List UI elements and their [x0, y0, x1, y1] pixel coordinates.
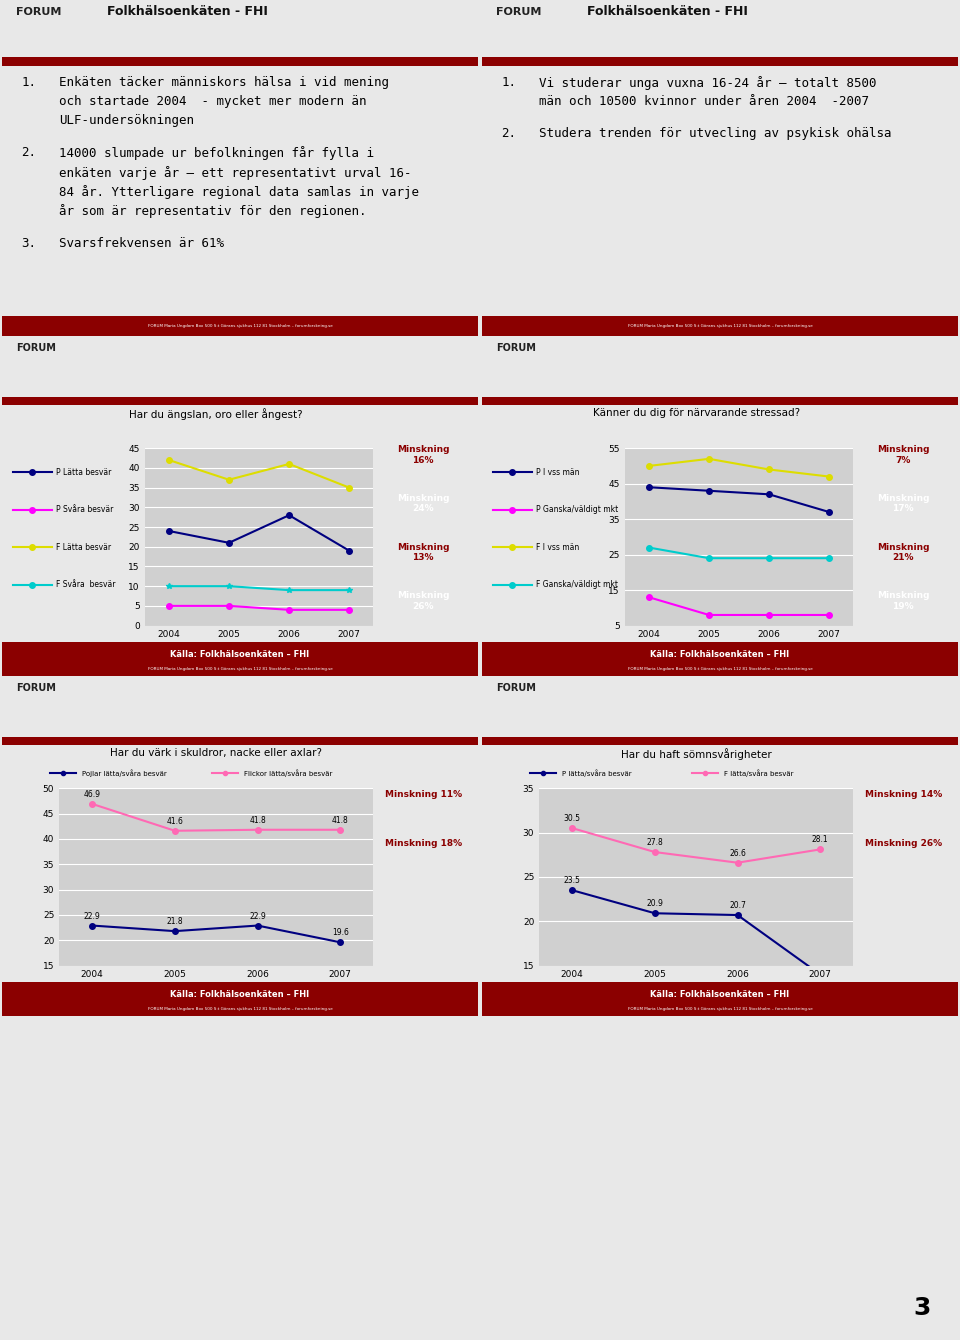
Text: P Lätta besvär: P Lätta besvär	[56, 468, 111, 477]
Text: FORUM Maria Ungdom Box 500 S:t Görans sjukhus 112 81 Stockholm – forumforskning.: FORUM Maria Ungdom Box 500 S:t Görans sj…	[148, 324, 332, 328]
Bar	[482, 982, 958, 1016]
Text: 2.: 2.	[501, 127, 516, 141]
Text: Folkhälsoenkäten - FHI: Folkhälsoenkäten - FHI	[587, 5, 748, 17]
Bar	[482, 397, 958, 405]
Text: 20.7: 20.7	[729, 900, 746, 910]
Text: 27.8: 27.8	[646, 838, 663, 847]
Text: FORUM Maria Ungdom Box 500 S:t Görans sjukhus 112 81 Stockholm – forumforskning.: FORUM Maria Ungdom Box 500 S:t Görans sj…	[628, 324, 812, 328]
Text: 1.: 1.	[21, 75, 36, 88]
Text: F lätta/svåra besvär: F lätta/svåra besvär	[724, 769, 794, 777]
Text: enkäten varje år – ett representativt urval 16-: enkäten varje år – ett representativt ur…	[60, 166, 412, 180]
Bar	[482, 642, 958, 675]
Text: 26.6: 26.6	[729, 848, 746, 858]
Text: FORUM Maria Ungdom Box 500 S:t Görans sjukhus 112 81 Stockholm – forumforskning.: FORUM Maria Ungdom Box 500 S:t Görans sj…	[628, 1008, 812, 1012]
Text: 22.9: 22.9	[84, 911, 101, 921]
Text: 22.9: 22.9	[250, 911, 266, 921]
Text: Studera trenden för utvecling av psykisk ohälsa: Studera trenden för utvecling av psykisk…	[540, 127, 892, 141]
Text: Har du värk i skuldror, nacke eller axlar?: Har du värk i skuldror, nacke eller axla…	[110, 748, 323, 758]
Text: Minskning
21%: Minskning 21%	[877, 543, 929, 561]
Text: 19.6: 19.6	[332, 929, 348, 938]
Text: 84 år. Ytterligare regional data samlas in varje: 84 år. Ytterligare regional data samlas …	[60, 185, 420, 198]
Bar	[2, 58, 478, 66]
Bar	[2, 316, 478, 336]
Text: FORUM Maria Ungdom Box 500 S:t Görans sjukhus 112 81 Stockholm – forumforskning.: FORUM Maria Ungdom Box 500 S:t Görans sj…	[628, 667, 812, 671]
Text: P lätta/svåra besvär: P lätta/svåra besvär	[563, 769, 632, 777]
Text: Har du haft sömnsvårigheter: Har du haft sömnsvårigheter	[621, 748, 772, 760]
Text: 1.: 1.	[501, 75, 516, 88]
Bar	[482, 316, 958, 336]
Text: 28.1: 28.1	[812, 835, 828, 844]
Text: Vi studerar unga vuxna 16-24 år – totalt 8500: Vi studerar unga vuxna 16-24 år – totalt…	[540, 75, 876, 90]
Text: 3.: 3.	[21, 237, 36, 249]
Text: F Lätta besvär: F Lätta besvär	[56, 543, 110, 552]
Text: FORUM: FORUM	[16, 343, 56, 354]
Text: Har du ängslan, oro eller ångest?: Har du ängslan, oro eller ångest?	[130, 407, 303, 419]
Text: och startade 2004  - mycket mer modern än: och startade 2004 - mycket mer modern än	[60, 95, 367, 107]
Text: 21.8: 21.8	[166, 917, 183, 926]
Text: Minskning 14%: Minskning 14%	[865, 791, 942, 800]
Bar	[2, 982, 478, 1016]
Text: Enkäten täcker människors hälsa i vid mening: Enkäten täcker människors hälsa i vid me…	[60, 75, 389, 88]
Text: 30.5: 30.5	[564, 815, 581, 823]
Text: P I vss män: P I vss män	[536, 468, 579, 477]
Text: 23.5: 23.5	[564, 876, 581, 886]
Text: 41.6: 41.6	[166, 817, 183, 825]
Text: ULF-undersökningen: ULF-undersökningen	[60, 114, 194, 127]
Text: F I vss män: F I vss män	[536, 543, 579, 552]
Text: Minskning 11%: Minskning 11%	[385, 791, 462, 800]
Text: 41.8: 41.8	[250, 816, 266, 825]
Text: 2.: 2.	[21, 146, 36, 159]
Text: Minskning
16%: Minskning 16%	[397, 445, 449, 465]
Text: FORUM Maria Ungdom Box 500 S:t Görans sjukhus 112 81 Stockholm – forumforskning.: FORUM Maria Ungdom Box 500 S:t Görans sj…	[148, 1008, 332, 1012]
Text: Minskning 26%: Minskning 26%	[865, 839, 942, 848]
Text: F Svåra  besvär: F Svåra besvär	[56, 580, 115, 590]
Text: Känner du dig för närvarande stressad?: Känner du dig för närvarande stressad?	[592, 407, 800, 418]
Text: FORUM: FORUM	[16, 683, 56, 693]
Text: Minskning 18%: Minskning 18%	[385, 839, 462, 848]
Text: FORUM: FORUM	[496, 343, 536, 354]
Bar	[2, 737, 478, 745]
Text: FORUM: FORUM	[496, 7, 541, 16]
Text: män och 10500 kvinnor under åren 2004  -2007: män och 10500 kvinnor under åren 2004 -2…	[540, 95, 869, 107]
Text: Källa: Folkhälsoenkäten – FHI: Källa: Folkhälsoenkäten – FHI	[651, 990, 789, 998]
Text: Folkhälsoenkäten - FHI: Folkhälsoenkäten - FHI	[107, 5, 268, 17]
Text: Minskning
13%: Minskning 13%	[397, 543, 449, 561]
Text: F Ganska/väldigt mkt: F Ganska/väldigt mkt	[536, 580, 617, 590]
Text: Minskning
24%: Minskning 24%	[397, 494, 449, 513]
Text: Källa: Folkhälsoenkäten – FHI: Källa: Folkhälsoenkäten – FHI	[171, 650, 309, 659]
Text: FORUM Maria Ungdom Box 500 S:t Görans sjukhus 112 81 Stockholm – forumforskning.: FORUM Maria Ungdom Box 500 S:t Görans sj…	[148, 667, 332, 671]
Text: 20.9: 20.9	[646, 899, 663, 909]
Bar	[482, 737, 958, 745]
Text: Minskning
19%: Minskning 19%	[877, 591, 929, 611]
Text: Minskning
7%: Minskning 7%	[877, 445, 929, 465]
Text: Källa: Folkhälsoenkäten – FHI: Källa: Folkhälsoenkäten – FHI	[651, 650, 789, 659]
Text: 41.8: 41.8	[332, 816, 348, 825]
Text: 46.9: 46.9	[84, 791, 101, 799]
Text: P Svåra besvär: P Svåra besvär	[56, 505, 113, 515]
Bar	[2, 642, 478, 675]
Text: P Ganska/väldigt mkt: P Ganska/väldigt mkt	[536, 505, 618, 515]
Bar	[2, 397, 478, 405]
Text: Minskning
26%: Minskning 26%	[397, 591, 449, 611]
Text: år som är representativ för den regionen.: år som är representativ för den regionen…	[60, 204, 367, 218]
Text: FORUM: FORUM	[496, 683, 536, 693]
Text: 3: 3	[914, 1296, 931, 1320]
Text: Pojlar lätta/svåra besvär: Pojlar lätta/svåra besvär	[83, 769, 167, 777]
Text: Källa: Folkhälsoenkäten – FHI: Källa: Folkhälsoenkäten – FHI	[171, 990, 309, 998]
Text: 14000 slumpade ur befolkningen får fylla i: 14000 slumpade ur befolkningen får fylla…	[60, 146, 374, 161]
Text: Flickor lätta/svåra besvär: Flickor lätta/svåra besvär	[244, 769, 332, 777]
Text: Minskning
17%: Minskning 17%	[877, 494, 929, 513]
Bar	[482, 58, 958, 66]
Text: Svarsfrekvensen är 61%: Svarsfrekvensen är 61%	[60, 237, 224, 249]
Text: FORUM: FORUM	[16, 7, 61, 16]
